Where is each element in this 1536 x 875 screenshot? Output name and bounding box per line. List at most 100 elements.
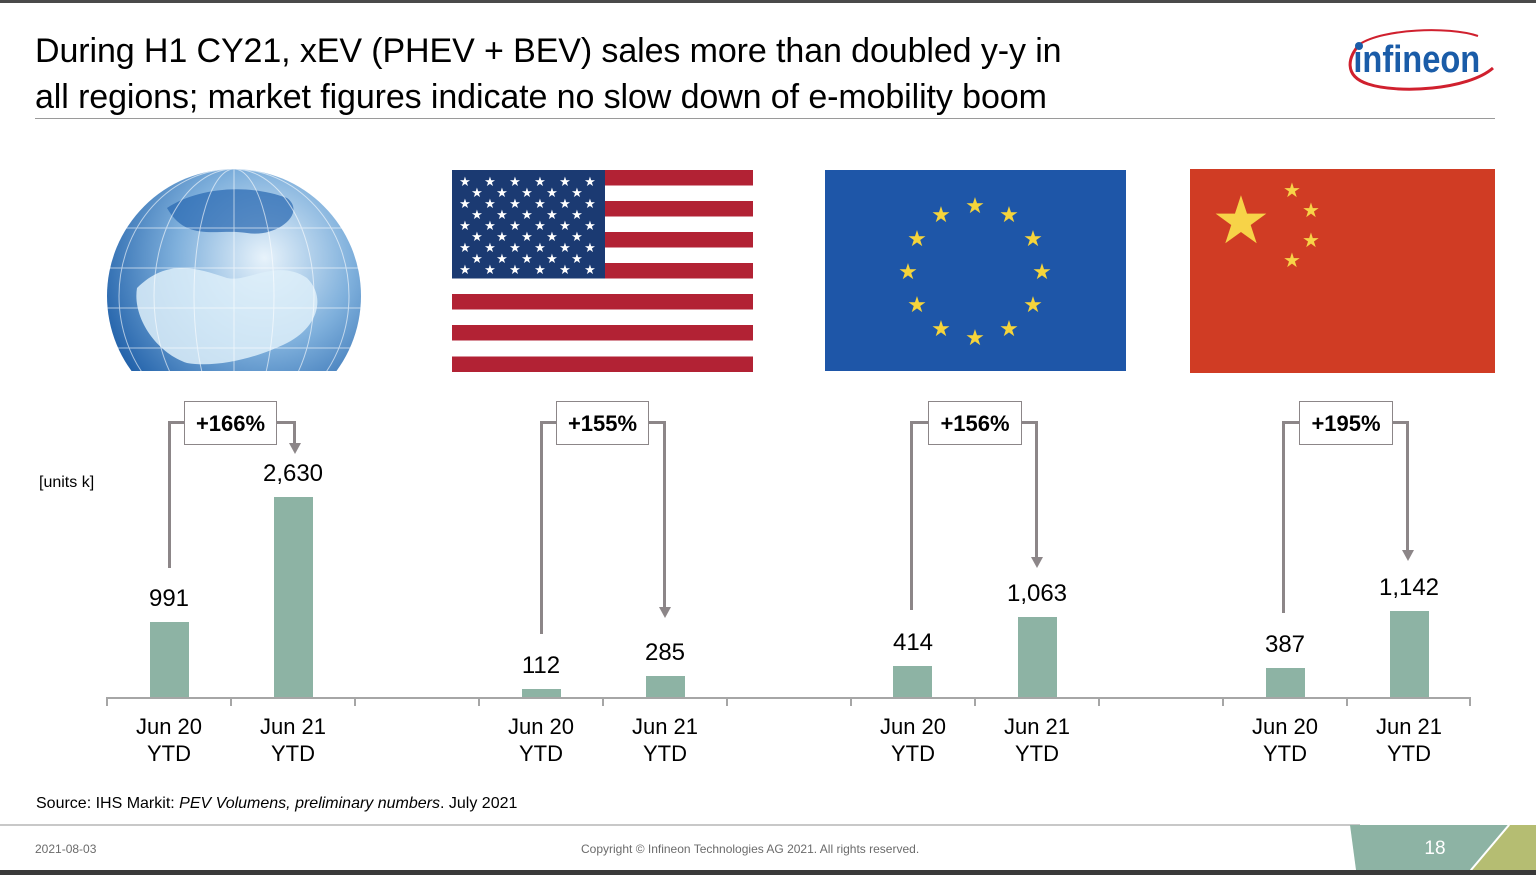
- connector-line: [540, 421, 558, 424]
- bar-value-label: 1,142: [1378, 574, 1440, 601]
- connector-line: [168, 421, 186, 424]
- axis-tick: [1346, 697, 1348, 706]
- category-label: Jun 21 YTD: [631, 714, 699, 766]
- infineon-logo: infineon: [1348, 29, 1494, 91]
- svg-text:★: ★: [571, 252, 583, 267]
- bar-value-label: 2,630: [262, 460, 324, 487]
- svg-text:★: ★: [546, 208, 558, 223]
- svg-text:★: ★: [584, 263, 596, 278]
- axis-tick: [1222, 697, 1224, 706]
- units-label: [units k]: [39, 474, 95, 491]
- arrow-down-icon: [659, 607, 671, 618]
- bar-jun20: [150, 622, 189, 697]
- svg-text:★: ★: [1283, 248, 1301, 272]
- connector-line: [168, 421, 171, 568]
- footer-divider: [0, 824, 1360, 826]
- svg-text:★: ★: [484, 175, 496, 190]
- svg-text:★: ★: [898, 260, 918, 285]
- category-label: Jun 20 YTD: [135, 714, 203, 766]
- svg-text:★: ★: [546, 230, 558, 245]
- arrow-down-icon: [1031, 557, 1043, 568]
- svg-text:★: ★: [521, 208, 533, 223]
- svg-text:★: ★: [931, 203, 951, 228]
- svg-text:★: ★: [484, 197, 496, 212]
- svg-text:★: ★: [965, 194, 985, 219]
- china-flag-icon: ★ ★ ★ ★ ★: [1190, 169, 1495, 373]
- connector-line: [910, 421, 913, 610]
- svg-text:★: ★: [521, 230, 533, 245]
- svg-text:★: ★: [907, 293, 927, 318]
- connector-line: [1035, 421, 1038, 558]
- bar-jun20: [893, 666, 932, 697]
- svg-text:★: ★: [534, 241, 546, 256]
- svg-text:★: ★: [459, 197, 471, 212]
- svg-text:★: ★: [584, 219, 596, 234]
- connector-line: [648, 421, 666, 424]
- svg-text:★: ★: [484, 263, 496, 278]
- svg-text:★: ★: [571, 186, 583, 201]
- svg-text:★: ★: [559, 175, 571, 190]
- svg-text:★: ★: [1302, 198, 1320, 222]
- connector-line: [540, 421, 543, 634]
- connector-line: [1406, 421, 1409, 550]
- axis-tick: [354, 697, 356, 706]
- svg-text:★: ★: [509, 197, 521, 212]
- connector-line: [276, 421, 296, 424]
- bar-value-label: 414: [892, 629, 934, 656]
- category-label: Jun 21 YTD: [259, 714, 327, 766]
- axis-tick: [726, 697, 728, 706]
- svg-text:★: ★: [1283, 178, 1301, 202]
- svg-text:★: ★: [1032, 260, 1052, 285]
- x-axis: [107, 697, 1471, 699]
- category-label: Jun 21 YTD: [1003, 714, 1071, 766]
- footer-date: 2021-08-03: [35, 842, 97, 856]
- us-flag-icon: ★ ★ ★ ★ ★ ★ ★ ★ ★ ★ ★ ★ ★ ★ ★ ★ ★ ★ ★ ★ ★ ★ ★ ★ ★ ★ ★ ★ ★ ★ ★ ★ ★ ★…: [452, 170, 753, 372]
- svg-text:★: ★: [1302, 228, 1320, 252]
- top-border: [0, 0, 1536, 3]
- svg-text:★: ★: [509, 241, 521, 256]
- axis-tick: [106, 697, 108, 706]
- connector-line: [293, 421, 296, 443]
- svg-text:★: ★: [559, 219, 571, 234]
- page-number: 18: [1424, 838, 1446, 859]
- globe-icon: [107, 168, 362, 371]
- svg-text:★: ★: [534, 263, 546, 278]
- arrow-down-icon: [1402, 550, 1414, 561]
- bar-value-label: 112: [521, 652, 561, 679]
- svg-text:★: ★: [571, 208, 583, 223]
- axis-tick: [478, 697, 480, 706]
- svg-text:★: ★: [509, 175, 521, 190]
- svg-text:★: ★: [471, 186, 483, 201]
- page-number-badge: [1350, 825, 1536, 870]
- svg-text:★: ★: [1211, 182, 1270, 259]
- source-note: Source: IHS Markit: PEV Volumens, prelim…: [36, 795, 518, 812]
- growth-badge: +156%: [928, 401, 1022, 445]
- svg-text:★: ★: [559, 241, 571, 256]
- growth-badge: +155%: [556, 401, 649, 445]
- svg-text:★: ★: [459, 241, 471, 256]
- svg-text:★: ★: [496, 230, 508, 245]
- svg-text:★: ★: [521, 186, 533, 201]
- axis-tick: [602, 697, 604, 706]
- category-label: Jun 20 YTD: [507, 714, 575, 766]
- svg-text:★: ★: [584, 175, 596, 190]
- title-line-1: During H1 CY21, xEV (PHEV + BEV) sales m…: [35, 32, 1062, 70]
- svg-text:★: ★: [496, 208, 508, 223]
- svg-text:★: ★: [559, 263, 571, 278]
- bar-jun20: [1266, 668, 1305, 697]
- growth-badge: +166%: [184, 401, 277, 445]
- bar-jun21: [1018, 617, 1057, 697]
- bar-value-label: 387: [1264, 631, 1306, 658]
- svg-text:★: ★: [484, 219, 496, 234]
- svg-text:★: ★: [965, 326, 985, 351]
- svg-text:★: ★: [584, 241, 596, 256]
- svg-text:★: ★: [546, 186, 558, 201]
- connector-line: [1392, 421, 1409, 424]
- axis-tick: [1469, 697, 1471, 706]
- svg-text:infineon: infineon: [1353, 38, 1480, 81]
- bar-jun20: [522, 689, 561, 697]
- bar-jun21: [646, 676, 685, 697]
- axis-tick: [974, 697, 976, 706]
- bar-value-label: 1,063: [1006, 580, 1068, 607]
